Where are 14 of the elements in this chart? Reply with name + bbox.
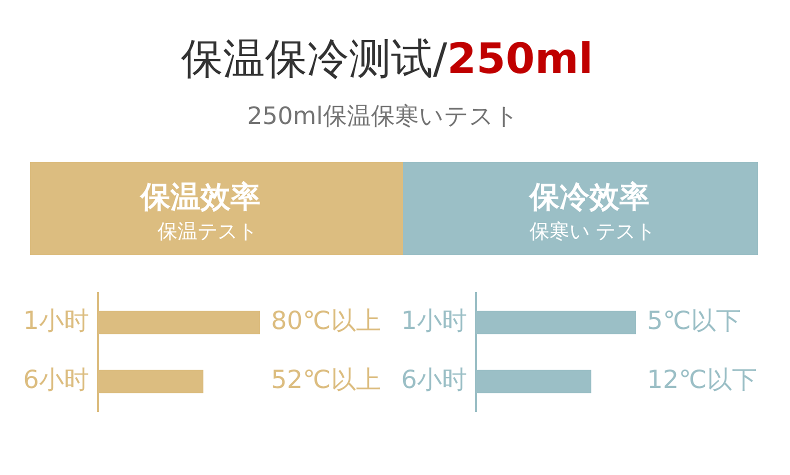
- chart-subtitle: 保寒い テスト: [528, 219, 657, 243]
- y-tick-label: 6小时: [23, 365, 89, 394]
- y-tick-label: 1小时: [401, 306, 467, 335]
- chart-subtitle: 保温テスト: [156, 219, 258, 243]
- y-tick-label: 1小时: [23, 306, 89, 335]
- text: 5℃以下: [647, 306, 741, 335]
- text: 12℃以下: [647, 365, 757, 394]
- chart-title: 保温效率: [138, 180, 262, 215]
- data-label: 52℃以上: [271, 365, 381, 394]
- y-tick-label: 6小时: [401, 365, 467, 394]
- chart-title: 保冷效率: [528, 180, 650, 215]
- data-label: 80℃以上: [271, 306, 381, 335]
- text: 保温保冷测试/250ml: [180, 34, 594, 83]
- text: 250ml保温保寒いテスト: [246, 102, 520, 130]
